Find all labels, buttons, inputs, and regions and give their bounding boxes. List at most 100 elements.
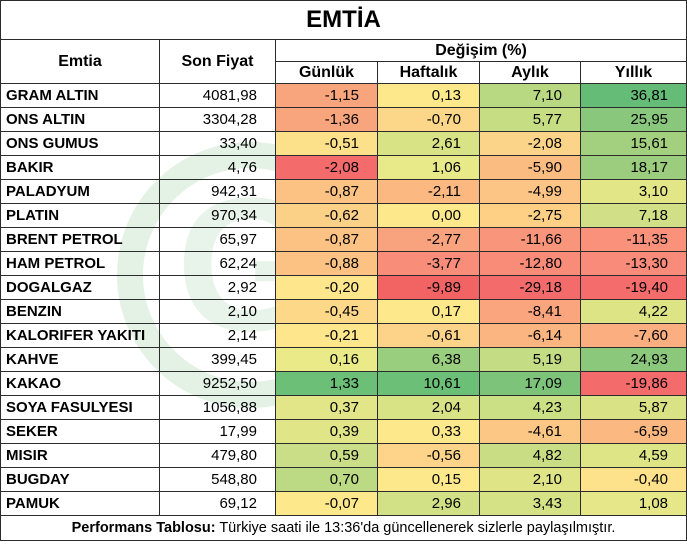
daily-change-cell: 1,33 bbox=[275, 371, 378, 396]
header-weekly: Haftalık bbox=[377, 61, 480, 84]
monthly-change-cell: -2,08 bbox=[479, 131, 581, 156]
monthly-change-cell: 7,10 bbox=[479, 83, 581, 108]
monthly-change-cell: 4,23 bbox=[479, 395, 581, 420]
commodity-name: BENZIN bbox=[0, 299, 160, 324]
table-row: KAKAO 9252,50 1,33 10,61 17,09 -19,86 bbox=[0, 371, 687, 396]
yearly-change-cell: -19,86 bbox=[579, 371, 687, 396]
monthly-change-cell: -29,18 bbox=[479, 275, 581, 300]
yearly-change-cell: 18,17 bbox=[579, 155, 687, 180]
footer-text: Türkiye saati ile 13:36'da güncellenerek… bbox=[215, 520, 616, 536]
commodity-name: BRENT PETROL bbox=[0, 227, 160, 252]
table-row: BAKIR 4,76 -2,08 1,06 -5,90 18,17 bbox=[0, 155, 687, 180]
table-row: BUGDAY 548,80 0,70 0,15 2,10 -0,40 bbox=[0, 467, 687, 492]
last-price-cell: 2,92 bbox=[159, 275, 276, 300]
daily-change-cell: -0,20 bbox=[275, 275, 378, 300]
last-price-cell: 4,76 bbox=[159, 155, 276, 180]
header-change-group: Değişim (%) bbox=[274, 39, 687, 62]
weekly-change-cell: -0,70 bbox=[377, 107, 480, 132]
monthly-change-cell: -11,66 bbox=[479, 227, 581, 252]
weekly-change-cell: 0,13 bbox=[377, 83, 480, 108]
table-row: KALORIFER YAKITI 2,14 -0,21 -0,61 -6,14 -7,60 bbox=[0, 323, 687, 348]
weekly-change-cell: 2,61 bbox=[377, 131, 480, 156]
daily-change-cell: 0,59 bbox=[275, 443, 378, 468]
yearly-change-cell: 24,93 bbox=[579, 347, 687, 372]
last-price-cell: 17,99 bbox=[159, 419, 276, 444]
weekly-change-cell: 10,61 bbox=[377, 371, 480, 396]
weekly-change-cell: 6,38 bbox=[377, 347, 480, 372]
weekly-change-cell: 0,33 bbox=[377, 419, 480, 444]
last-price-cell: 69,12 bbox=[159, 491, 276, 516]
yearly-change-cell: 1,08 bbox=[579, 491, 687, 516]
monthly-change-cell: 5,19 bbox=[479, 347, 581, 372]
yearly-change-cell: -0,40 bbox=[579, 467, 687, 492]
daily-change-cell: -0,87 bbox=[275, 227, 378, 252]
daily-change-cell: -0,62 bbox=[275, 203, 378, 228]
commodity-name: SOYA FASULYESI bbox=[0, 395, 160, 420]
monthly-change-cell: -4,99 bbox=[479, 179, 581, 204]
monthly-change-cell: 3,43 bbox=[479, 491, 581, 516]
header-last-price: Son Fiyat bbox=[159, 39, 276, 84]
commodity-name: KAHVE bbox=[0, 347, 160, 372]
daily-change-cell: -2,08 bbox=[275, 155, 378, 180]
yearly-change-cell: 4,22 bbox=[579, 299, 687, 324]
yearly-change-cell: 5,87 bbox=[579, 395, 687, 420]
commodity-name: BAKIR bbox=[0, 155, 160, 180]
last-price-cell: 65,97 bbox=[159, 227, 276, 252]
weekly-change-cell: 0,15 bbox=[377, 467, 480, 492]
commodity-name: ONS ALTIN bbox=[0, 107, 160, 132]
daily-change-cell: -0,51 bbox=[275, 131, 378, 156]
daily-change-cell: 0,39 bbox=[275, 419, 378, 444]
daily-change-cell: -0,45 bbox=[275, 299, 378, 324]
table-row: BRENT PETROL 65,97 -0,87 -2,77 -11,66 -11,35 bbox=[0, 227, 687, 252]
monthly-change-cell: -5,90 bbox=[479, 155, 581, 180]
last-price-cell: 3304,28 bbox=[159, 107, 276, 132]
monthly-change-cell: 17,09 bbox=[479, 371, 581, 396]
monthly-change-cell: -2,75 bbox=[479, 203, 581, 228]
commodity-name: SEKER bbox=[0, 419, 160, 444]
yearly-change-cell: 7,18 bbox=[579, 203, 687, 228]
last-price-cell: 2,10 bbox=[159, 299, 276, 324]
daily-change-cell: -0,21 bbox=[275, 323, 378, 348]
commodity-name: MISIR bbox=[0, 443, 160, 468]
daily-change-cell: 0,16 bbox=[275, 347, 378, 372]
daily-change-cell: -0,87 bbox=[275, 179, 378, 204]
table-row: KAHVE 399,45 0,16 6,38 5,19 24,93 bbox=[0, 347, 687, 372]
commodity-name: KAKAO bbox=[0, 371, 160, 396]
weekly-change-cell: -9,89 bbox=[377, 275, 480, 300]
weekly-change-cell: -2,11 bbox=[377, 179, 480, 204]
weekly-change-cell: 0,00 bbox=[377, 203, 480, 228]
table-row: PAMUK 69,12 -0,07 2,96 3,43 1,08 bbox=[0, 491, 687, 516]
yearly-change-cell: -11,35 bbox=[579, 227, 687, 252]
header-daily: Günlük bbox=[275, 61, 378, 84]
monthly-change-cell: 2,10 bbox=[479, 467, 581, 492]
weekly-change-cell: 0,17 bbox=[377, 299, 480, 324]
monthly-change-cell: 5,77 bbox=[479, 107, 581, 132]
table-row: PLATIN 970,34 -0,62 0,00 -2,75 7,18 bbox=[0, 203, 687, 228]
daily-change-cell: -1,15 bbox=[275, 83, 378, 108]
commodity-name: DOGALGAZ bbox=[0, 275, 160, 300]
weekly-change-cell: -0,56 bbox=[377, 443, 480, 468]
last-price-cell: 62,24 bbox=[159, 251, 276, 276]
footer-label: Performans Tablosu: bbox=[71, 520, 216, 536]
header-monthly: Aylık bbox=[479, 61, 581, 84]
table-title: EMTİA bbox=[0, 0, 687, 40]
yearly-change-cell: 25,95 bbox=[579, 107, 687, 132]
monthly-change-cell: -12,80 bbox=[479, 251, 581, 276]
monthly-change-cell: -4,61 bbox=[479, 419, 581, 444]
table-row: MISIR 479,80 0,59 -0,56 4,82 4,59 bbox=[0, 443, 687, 468]
monthly-change-cell: -6,14 bbox=[479, 323, 581, 348]
last-price-cell: 548,80 bbox=[159, 467, 276, 492]
weekly-change-cell: 2,04 bbox=[377, 395, 480, 420]
last-price-cell: 33,40 bbox=[159, 131, 276, 156]
commodity-name: PAMUK bbox=[0, 491, 160, 516]
commodity-name: KALORIFER YAKITI bbox=[0, 323, 160, 348]
table-row: PALADYUM 942,31 -0,87 -2,11 -4,99 3,10 bbox=[0, 179, 687, 204]
yearly-change-cell: -7,60 bbox=[579, 323, 687, 348]
commodity-name: PALADYUM bbox=[0, 179, 160, 204]
yearly-change-cell: 15,61 bbox=[579, 131, 687, 156]
table-row: ONS ALTIN 3304,28 -1,36 -0,70 5,77 25,95 bbox=[0, 107, 687, 132]
weekly-change-cell: 2,96 bbox=[377, 491, 480, 516]
last-price-cell: 2,14 bbox=[159, 323, 276, 348]
table-row: SEKER 17,99 0,39 0,33 -4,61 -6,59 bbox=[0, 419, 687, 444]
